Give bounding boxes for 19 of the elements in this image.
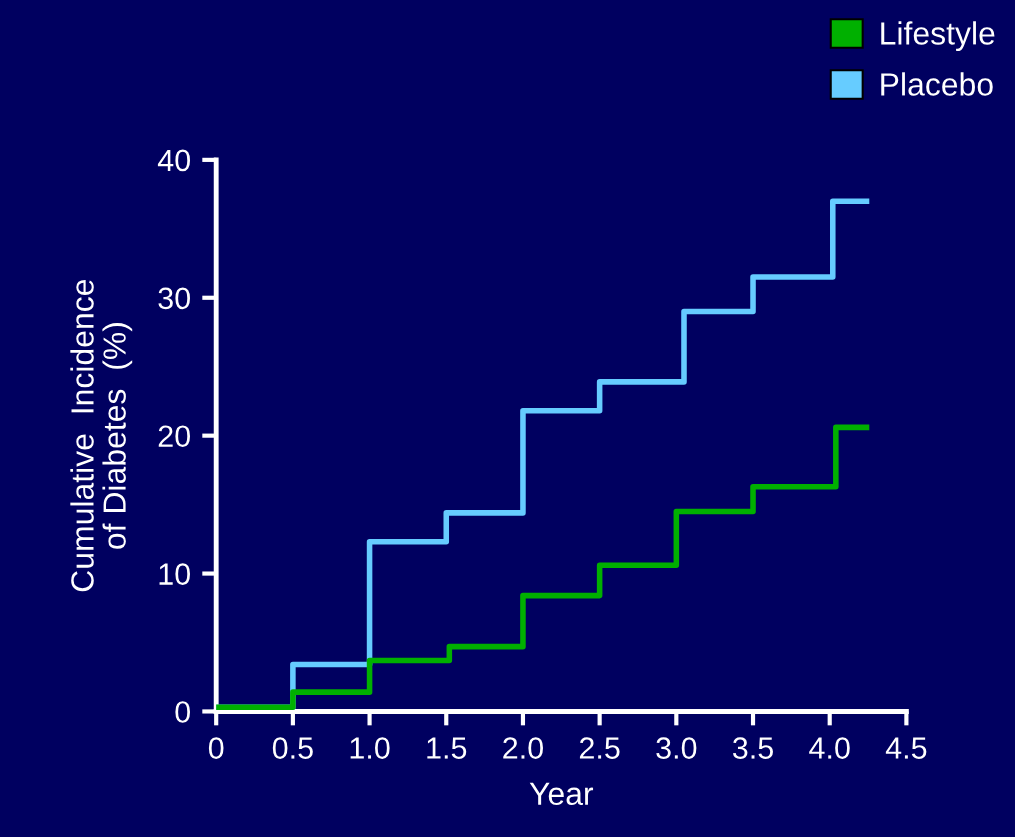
x-tick-label: 4.0 [809, 737, 850, 759]
legend-label: Lifestyle [881, 21, 995, 52]
legend-label: Placebo [881, 72, 993, 96]
x-tick-label: 1.5 [427, 737, 467, 759]
x-tick-label: 1.0 [350, 737, 390, 759]
x-tick-label: 3.5 [732, 737, 773, 759]
x-tick-label: 3.0 [656, 737, 697, 759]
y-axis-title: Cumulative Incidence of Diabetes (%) [70, 279, 133, 592]
x-axis-title: Year [529, 782, 594, 806]
y-tick-label: 40 [157, 149, 190, 172]
x-tick-label: 0 [208, 737, 224, 759]
x-tick-label: 0.5 [272, 737, 313, 759]
x-tick-label: 4.5 [885, 737, 927, 759]
y-tick-label: 10 [159, 563, 190, 585]
y-tick-label: 0 [175, 701, 190, 723]
y-tick-label: 30 [158, 287, 190, 310]
y-tick-label: 20 [158, 425, 190, 448]
x-tick-label: 2.0 [503, 737, 543, 759]
x-tick-label: 2.5 [579, 737, 620, 759]
